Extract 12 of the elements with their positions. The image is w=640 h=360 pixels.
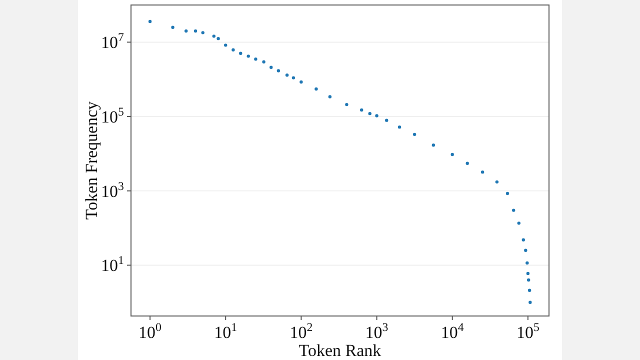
y-tick-label: 10$^{7}$ bbox=[101, 30, 124, 52]
x-tick-label: 10$^{2}$ bbox=[290, 320, 313, 342]
x-axis-title: Token Rank bbox=[298, 341, 382, 360]
y-tick-label: 10$^{3}$ bbox=[101, 178, 124, 201]
y-axis-title: Token Frequency bbox=[82, 100, 101, 220]
x-tick-label: 10$^{0}$ bbox=[138, 320, 162, 342]
x-tick-label: 10$^{1}$ bbox=[214, 320, 238, 342]
x-tick-label: 10$^{4}$ bbox=[440, 320, 464, 342]
y-tick-label: 10$^{5}$ bbox=[101, 104, 124, 127]
y-tick-label: 10$^{1}$ bbox=[101, 253, 124, 276]
x-tick-label: 10$^{5}$ bbox=[516, 320, 540, 342]
x-tick-label: 10$^{3}$ bbox=[365, 320, 388, 342]
